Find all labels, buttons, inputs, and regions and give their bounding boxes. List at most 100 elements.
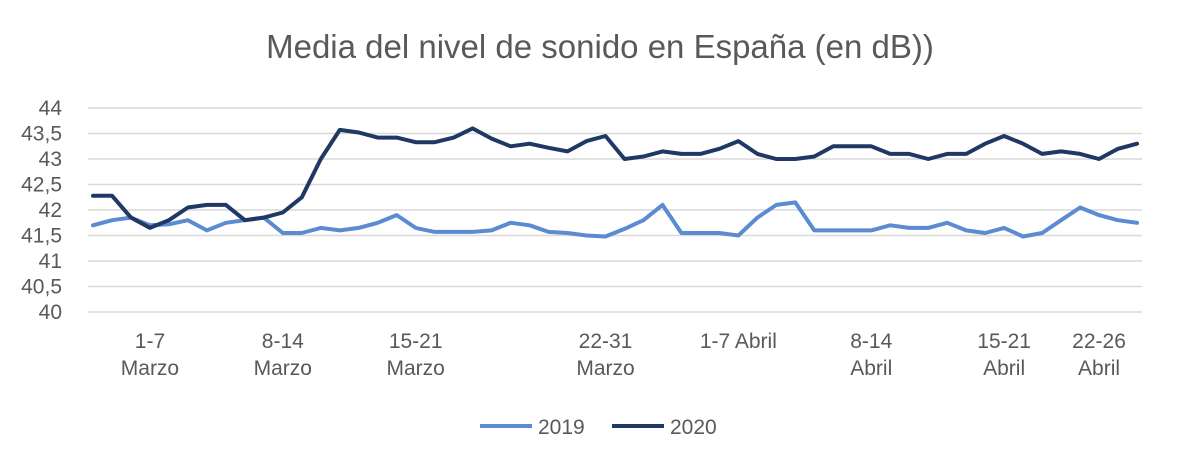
data-point-2020	[471, 126, 475, 130]
data-point-2020	[243, 218, 247, 222]
data-point-2020	[850, 144, 854, 148]
data-point-2019	[527, 223, 532, 227]
x-tick-label: Abril	[983, 357, 1025, 380]
data-point-2019	[793, 200, 797, 204]
data-point-2019	[926, 226, 930, 230]
data-point-2019	[338, 228, 342, 232]
data-point-2019	[641, 218, 646, 222]
data-point-2019	[186, 218, 190, 222]
data-point-2019	[471, 230, 475, 234]
chart-title: Media del nivel de sonido en España (en …	[266, 28, 934, 65]
data-point-2019	[850, 228, 854, 232]
data-point-2020	[357, 130, 361, 135]
data-point-2019	[983, 231, 987, 235]
data-point-2019	[1059, 218, 1063, 222]
data-point-2020	[831, 144, 835, 148]
data-point-2019	[319, 226, 323, 230]
y-tick-label: 41	[39, 250, 62, 273]
data-point-2019	[376, 221, 380, 225]
data-point-2020	[565, 149, 570, 153]
data-point-2019	[1135, 221, 1139, 225]
data-point-2020	[679, 152, 684, 156]
data-point-2019	[91, 223, 95, 227]
legend-label-2019: 2019	[538, 416, 585, 439]
x-tick-label: 22-26	[1072, 330, 1126, 353]
data-point-2019	[395, 213, 399, 217]
data-point-2020	[1078, 152, 1082, 156]
data-point-2020	[945, 152, 949, 156]
data-point-2020	[129, 216, 133, 220]
data-point-2020	[205, 203, 209, 207]
data-point-2020	[869, 144, 873, 148]
data-point-2019	[224, 221, 228, 225]
data-point-2020	[774, 157, 778, 161]
x-tick-label: Abril	[850, 357, 892, 380]
y-tick-label: 42,5	[21, 174, 62, 197]
data-point-2020	[736, 139, 740, 143]
data-point-2019	[964, 228, 968, 232]
data-point-2019	[717, 231, 722, 235]
data-point-2020	[698, 152, 703, 156]
data-point-2020	[888, 152, 892, 156]
data-point-2019	[907, 226, 911, 230]
x-tick-label: 1-7	[135, 330, 165, 353]
x-tick-label: Marzo	[254, 357, 312, 380]
data-point-2019	[1116, 218, 1120, 222]
data-point-2019	[603, 234, 608, 239]
data-point-2020	[509, 144, 513, 148]
data-point-2019	[1040, 231, 1044, 235]
data-point-2020	[414, 140, 418, 144]
x-tick-label: 1-7 Abril	[700, 330, 777, 353]
x-tick-label: Abril	[1078, 357, 1120, 380]
series-line-2020	[91, 126, 1139, 230]
data-point-2020	[603, 134, 608, 138]
data-point-2019	[584, 233, 589, 238]
y-tick-label: 43	[39, 148, 62, 171]
data-point-2020	[660, 149, 665, 153]
data-point-2020	[926, 157, 930, 161]
data-point-2020	[1059, 149, 1063, 153]
data-point-2020	[281, 210, 285, 215]
data-point-2019	[452, 230, 456, 234]
data-point-2020	[186, 205, 190, 210]
data-point-2019	[679, 231, 684, 235]
y-tick-label: 44	[39, 97, 63, 120]
data-point-2019	[1002, 226, 1006, 230]
data-point-2020	[812, 154, 816, 159]
data-point-2020	[793, 157, 797, 161]
data-point-2019	[433, 230, 437, 234]
data-point-2020	[91, 194, 95, 198]
data-point-2019	[755, 216, 759, 220]
data-point-2020	[1021, 142, 1025, 146]
data-point-2019	[812, 228, 816, 232]
data-point-2020	[622, 157, 627, 161]
data-point-2020	[395, 135, 399, 140]
data-point-2020	[527, 142, 532, 146]
data-point-2019	[1021, 234, 1025, 239]
data-point-2020	[907, 152, 911, 156]
data-point-2020	[584, 139, 589, 143]
y-tick-label: 41,5	[21, 225, 62, 248]
data-point-2020	[983, 142, 987, 146]
data-point-2020	[148, 226, 152, 230]
data-point-2020	[1002, 134, 1006, 138]
y-tick-label: 43,5	[21, 123, 62, 146]
data-point-2019	[357, 226, 361, 230]
data-point-2019	[546, 230, 551, 234]
data-point-2019	[622, 227, 627, 231]
data-point-2020	[319, 157, 323, 161]
data-point-2020	[755, 152, 759, 156]
data-point-2020	[376, 135, 380, 140]
data-point-2020	[1135, 142, 1139, 146]
data-point-2019	[414, 226, 418, 230]
data-point-2020	[546, 146, 551, 150]
data-point-2019	[660, 203, 665, 207]
data-point-2020	[717, 147, 722, 151]
data-point-2019	[167, 222, 171, 226]
data-point-2020	[1116, 147, 1120, 151]
data-point-2019	[110, 218, 114, 222]
data-point-2019	[698, 231, 703, 235]
y-tick-label: 40	[39, 301, 62, 324]
